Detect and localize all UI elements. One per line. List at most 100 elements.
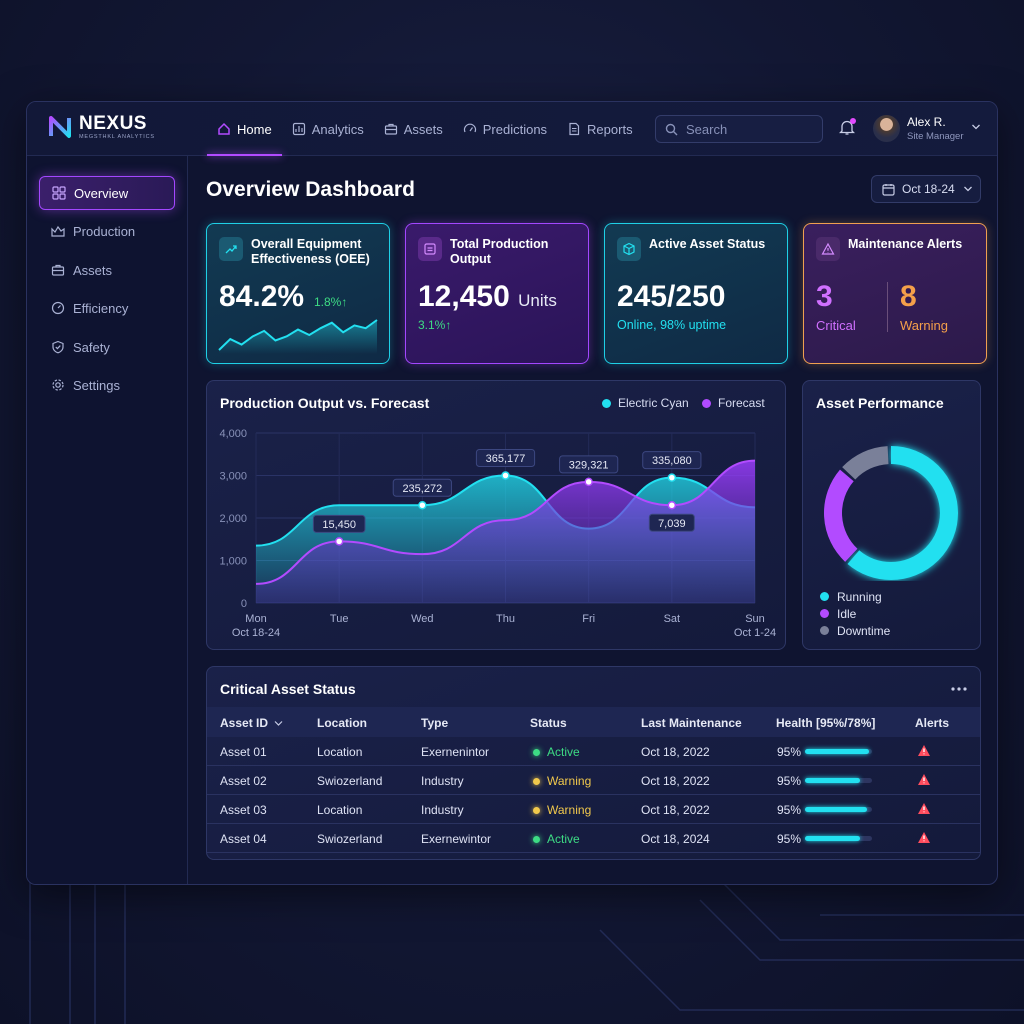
gauge-icon [51,301,65,315]
chevron-down-icon [963,186,972,192]
donut-segment-running [824,446,958,580]
area-chart-icon [51,225,65,237]
output-value: 12,450 Units [418,280,557,314]
data-label: 235,272 [402,483,442,495]
warning-label: Warning [900,318,948,333]
asset-status-card[interactable]: Active Asset Status 245/250 Online, 98% … [604,223,788,364]
health-bar-fill [805,749,869,754]
sidebar-item-efficiency[interactable]: Efficiency [39,291,175,325]
critical-asset-table-panel: Critical Asset Status Asset ID Location … [206,666,981,860]
data-label-box [312,514,366,533]
table-header: Asset ID Location Type Status Last Maint… [207,707,980,737]
nav-reports[interactable]: Reports [557,102,643,156]
sidebar-item-production[interactable]: Production [39,214,175,248]
status-dot [533,748,540,756]
notification-dot [850,118,856,124]
alert-warning-icon[interactable] [917,773,931,786]
avatar[interactable] [873,115,900,142]
sidebar-item-safety[interactable]: Safety [39,330,175,364]
sidebar-item-assets[interactable]: Assets [39,253,175,287]
nav-assets[interactable]: Assets [374,102,453,156]
search-input[interactable]: Search [655,115,823,143]
status-dot [533,777,540,785]
alerts-title: Maintenance Alerts [848,237,963,251]
x-tick-label: Mon [245,613,266,625]
cell-asset-id: Asset 04 [220,832,267,846]
gauge-icon [463,123,476,133]
table-row[interactable]: Asset 04 Swiozerland Exernewintor Active Oct… [207,824,980,853]
page-title: Overview Dashboard [206,178,415,201]
column-header-health[interactable]: Health [95%/78%] [776,716,876,730]
table-row[interactable]: Asset 03 Location Industry Warning Oct 18, 2… [207,795,980,824]
nav-analytics[interactable]: Analytics [282,102,374,156]
bell-icon[interactable] [839,119,855,136]
production-chart[interactable]: 4,000 3,000 2,000 1,000 0 Mon Tue Wed Thu Fri Sat S… [207,381,785,649]
column-header-asset-id[interactable]: Asset ID [220,716,283,730]
column-header-location[interactable]: Location [317,716,367,730]
oee-icon [219,237,243,261]
output-unit: Units [518,291,557,310]
legend-item-cyan[interactable]: Electric Cyan [602,396,689,410]
app-window: NEXUS MEGSTHKL ANALYTICS Home Analytics … [26,101,998,885]
data-point [334,537,344,546]
column-label: Asset ID [220,716,269,730]
column-header-last-maintenance[interactable]: Last Maintenance [641,716,742,730]
column-header-status[interactable]: Status [530,716,567,730]
data-point [667,473,677,482]
table-row[interactable]: Asset 02 Swiozerland Industry Warning Oct 18… [207,766,980,795]
cell-location: Swiozerland [317,832,383,846]
critical-label: Critical [816,318,856,333]
output-number: 12,450 [418,280,510,313]
logo[interactable]: NEXUS MEGSTHKL ANALYTICS [47,114,155,140]
health-bar [805,749,872,754]
cell-asset-id: Asset 03 [220,803,267,817]
nav-home[interactable]: Home [207,102,282,156]
cell-last-maintenance: Oct 18, 2022 [641,774,710,788]
status-label: Warning [547,803,592,817]
chart-title: Production Output vs. Forecast [220,395,430,411]
oee-card[interactable]: Overall Equipment Effectiveness (OEE) 84… [206,223,390,364]
nav-analytics-label: Analytics [311,121,364,137]
sparkline-line [218,319,378,351]
x-tick-label: Thu [496,613,515,625]
asset-status-value: 245/250 [617,280,726,313]
legend-dot [820,626,829,635]
alert-warning-icon[interactable] [917,831,931,844]
sidebar-item-settings[interactable]: Settings [39,368,175,402]
maintenance-alerts-card[interactable]: Maintenance Alerts 3 Critical 8 Warning [803,223,987,364]
analytics-icon [292,122,305,136]
nav-predictions[interactable]: Predictions [453,102,557,156]
production-output-card[interactable]: Total Production Output 12,450 Units 3.1… [405,223,589,364]
top-bar: NEXUS MEGSTHKL ANALYTICS Home Analytics … [27,102,997,156]
column-header-type[interactable]: Type [421,716,449,730]
data-label: 365,177 [486,453,526,465]
app-subtitle: MEGSTHKL ANALYTICS [79,133,155,140]
cell-health-text: 95% [777,745,802,759]
data-label-box [642,451,702,470]
legend-item-forecast[interactable]: Forecast [702,396,765,410]
output-delta: 3.1%↑ [418,318,452,332]
chevron-down-icon[interactable] [971,123,981,131]
table-row[interactable]: Asset 01 Location Exernenintor Active Oct 18… [207,737,980,766]
x-sublabel-first: Oct 18-24 [232,627,280,639]
health-bar-fill [805,836,860,841]
asset-performance-donut[interactable] [803,421,980,581]
cell-location: Swiozerland [317,774,383,788]
search-icon [665,123,678,135]
sidebar-item-label: Production [73,223,136,239]
date-range-label: Oct 18-24 [902,182,955,196]
legend-dot [820,609,829,618]
data-point [584,477,593,487]
y-tick-label: 4,000 [219,428,247,440]
cell-asset-id: Asset 02 [220,774,267,788]
alert-warning-icon[interactable] [917,744,931,757]
nav-reports-label: Reports [587,121,633,137]
app-name: NEXUS [79,112,147,134]
date-range-picker[interactable]: Oct 18-24 [871,175,981,203]
sidebar-item-overview[interactable]: Overview [39,176,175,210]
alert-warning-icon[interactable] [917,802,931,815]
status-dot [533,835,540,843]
legend-label: Forecast [718,396,765,410]
column-header-alerts[interactable]: Alerts [915,716,950,730]
more-options-icon[interactable] [951,687,967,691]
